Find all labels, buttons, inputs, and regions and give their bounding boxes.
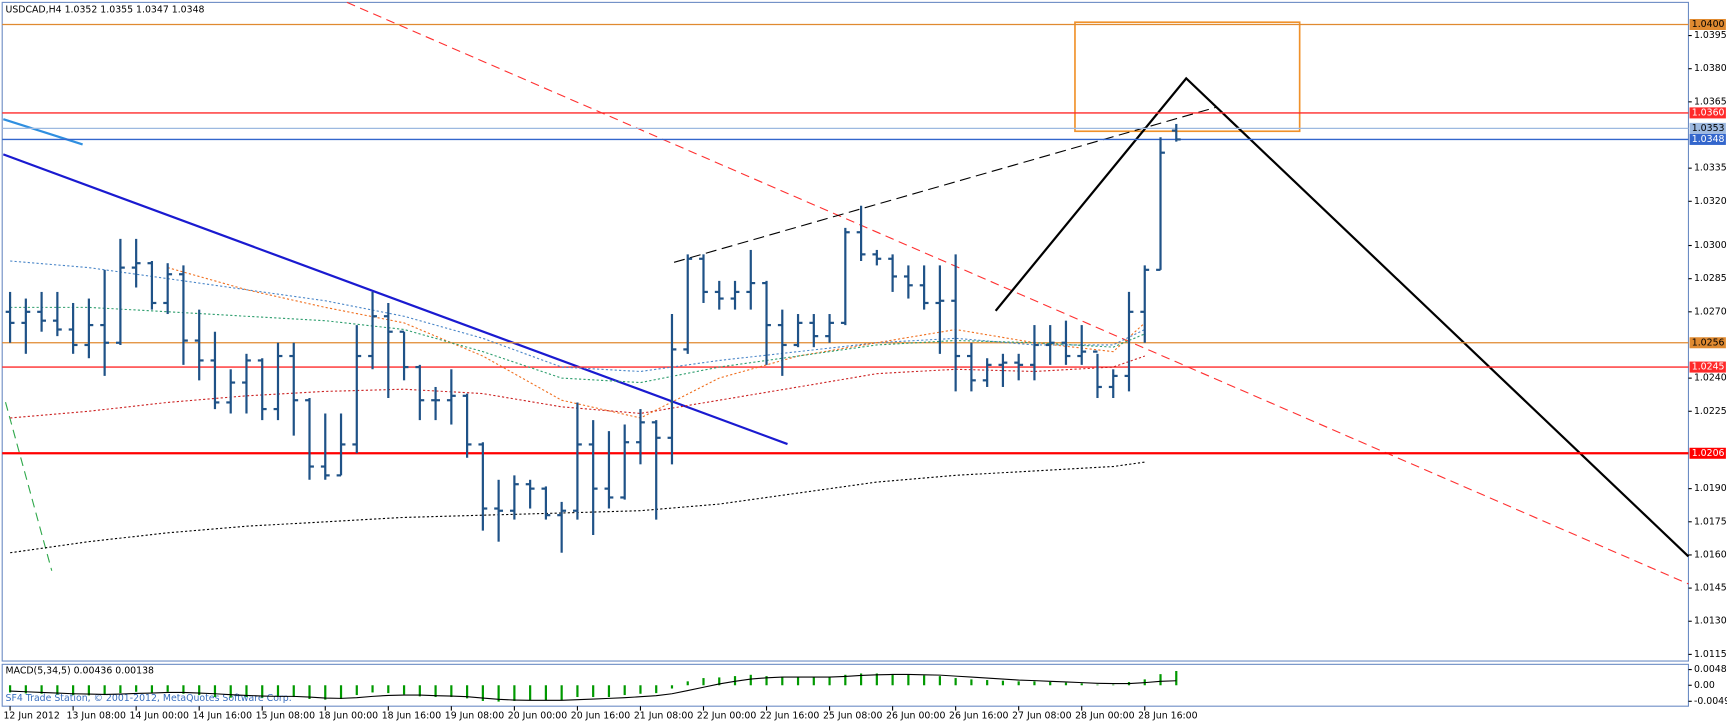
x-tick-label: 26 Jun 16:00 xyxy=(949,711,1009,722)
trend-line xyxy=(346,1,1689,585)
x-tick-label: 21 Jun 08:00 xyxy=(634,711,694,722)
price-label: 1.0353 xyxy=(1692,123,1725,134)
y-tick-label: 1.0320 xyxy=(1694,196,1727,207)
price-label: 1.0348 xyxy=(1692,134,1725,145)
price-label: 1.0256 xyxy=(1692,337,1725,348)
price-label-box xyxy=(1689,18,1726,31)
price-label: 1.0245 xyxy=(1692,362,1725,373)
y-tick-label: 1.0380 xyxy=(1694,63,1727,74)
y-tick-label: 1.0335 xyxy=(1694,163,1727,174)
y-tick-label: 1.0225 xyxy=(1694,406,1727,417)
x-tick-label: 12 Jun 2012 xyxy=(3,711,59,722)
chart-title: USDCAD,H4 1.0352 1.0355 1.0347 1.0348 xyxy=(6,5,205,16)
y-tick-label: 1.0270 xyxy=(1694,306,1727,317)
x-tick-label: 26 Jun 00:00 xyxy=(886,711,946,722)
macd-tick-label: 0.00 xyxy=(1694,680,1715,691)
y-tick-label: 1.0365 xyxy=(1694,96,1727,107)
macd-signal xyxy=(10,673,1177,701)
x-tick-label: 27 Jun 08:00 xyxy=(1012,711,1072,722)
x-tick-label: 14 Jun 00:00 xyxy=(130,711,190,722)
x-tick-label: 18 Jun 16:00 xyxy=(382,711,442,722)
x-tick-label: 22 Jun 00:00 xyxy=(697,711,757,722)
price-label-box xyxy=(1689,133,1726,145)
drawings xyxy=(2,1,1690,585)
x-tick-label: 28 Jun 00:00 xyxy=(1075,711,1135,722)
price-label-box xyxy=(1689,361,1726,373)
y-tick-label: 1.0240 xyxy=(1694,373,1727,384)
trend-line xyxy=(4,402,53,571)
price-label-box xyxy=(1689,337,1726,349)
macd-label: MACD(5,34,5) 0.00436 0.00138 xyxy=(6,665,155,676)
price-label-box xyxy=(1689,122,1726,134)
x-tick-label: 15 Jun 08:00 xyxy=(256,711,316,722)
x-tick-label: 28 Jun 16:00 xyxy=(1138,711,1198,722)
moving-average xyxy=(10,260,1146,373)
price-label-box xyxy=(1689,447,1726,459)
macd-tick-label: 0.0048 xyxy=(1694,664,1727,675)
trend-line xyxy=(2,153,788,446)
y-tick-label: 1.0130 xyxy=(1694,616,1727,627)
moving-average xyxy=(10,461,1145,554)
price-label-box xyxy=(1689,107,1726,119)
y-tick-label: 1.0300 xyxy=(1694,240,1727,251)
price-label: 1.0400 xyxy=(1692,19,1725,30)
zone-rectangle xyxy=(1074,21,1301,133)
x-tick-label: 22 Jun 16:00 xyxy=(760,711,820,722)
footer: SF4 Trade Station, © 2001-2012, MetaQuot… xyxy=(6,693,292,704)
y-tick-label: 1.0285 xyxy=(1694,273,1727,284)
x-tick-label: 13 Jun 08:00 xyxy=(67,711,127,722)
trend-line xyxy=(2,118,83,146)
moving-average xyxy=(167,267,1146,419)
y-tick-label: 1.0160 xyxy=(1694,549,1727,560)
moving-average xyxy=(10,306,1146,384)
x-tick-label: 20 Jun 00:00 xyxy=(508,711,568,722)
y-tick-label: 1.0395 xyxy=(1694,30,1727,41)
y-tick-label: 1.0115 xyxy=(1694,649,1727,660)
price-label: 1.0360 xyxy=(1692,107,1725,118)
x-tick-label: 14 Jun 16:00 xyxy=(193,711,253,722)
x-tick-label: 18 Jun 00:00 xyxy=(319,711,379,722)
zigzag-line xyxy=(994,76,1690,558)
x-tick-label: 19 Jun 08:00 xyxy=(445,711,505,722)
y-tick-label: 1.0175 xyxy=(1694,516,1727,527)
channel-line xyxy=(673,106,1218,263)
x-tick-label: 25 Jun 08:00 xyxy=(823,711,883,722)
x-tick-label: 20 Jun 16:00 xyxy=(571,711,631,722)
y-tick-label: 1.0190 xyxy=(1694,483,1727,494)
macd-tick-label: -0.0049 xyxy=(1694,696,1727,707)
main-frame xyxy=(1,1,1690,662)
price-label: 1.0206 xyxy=(1692,448,1725,459)
y-tick-label: 1.0145 xyxy=(1694,583,1727,594)
